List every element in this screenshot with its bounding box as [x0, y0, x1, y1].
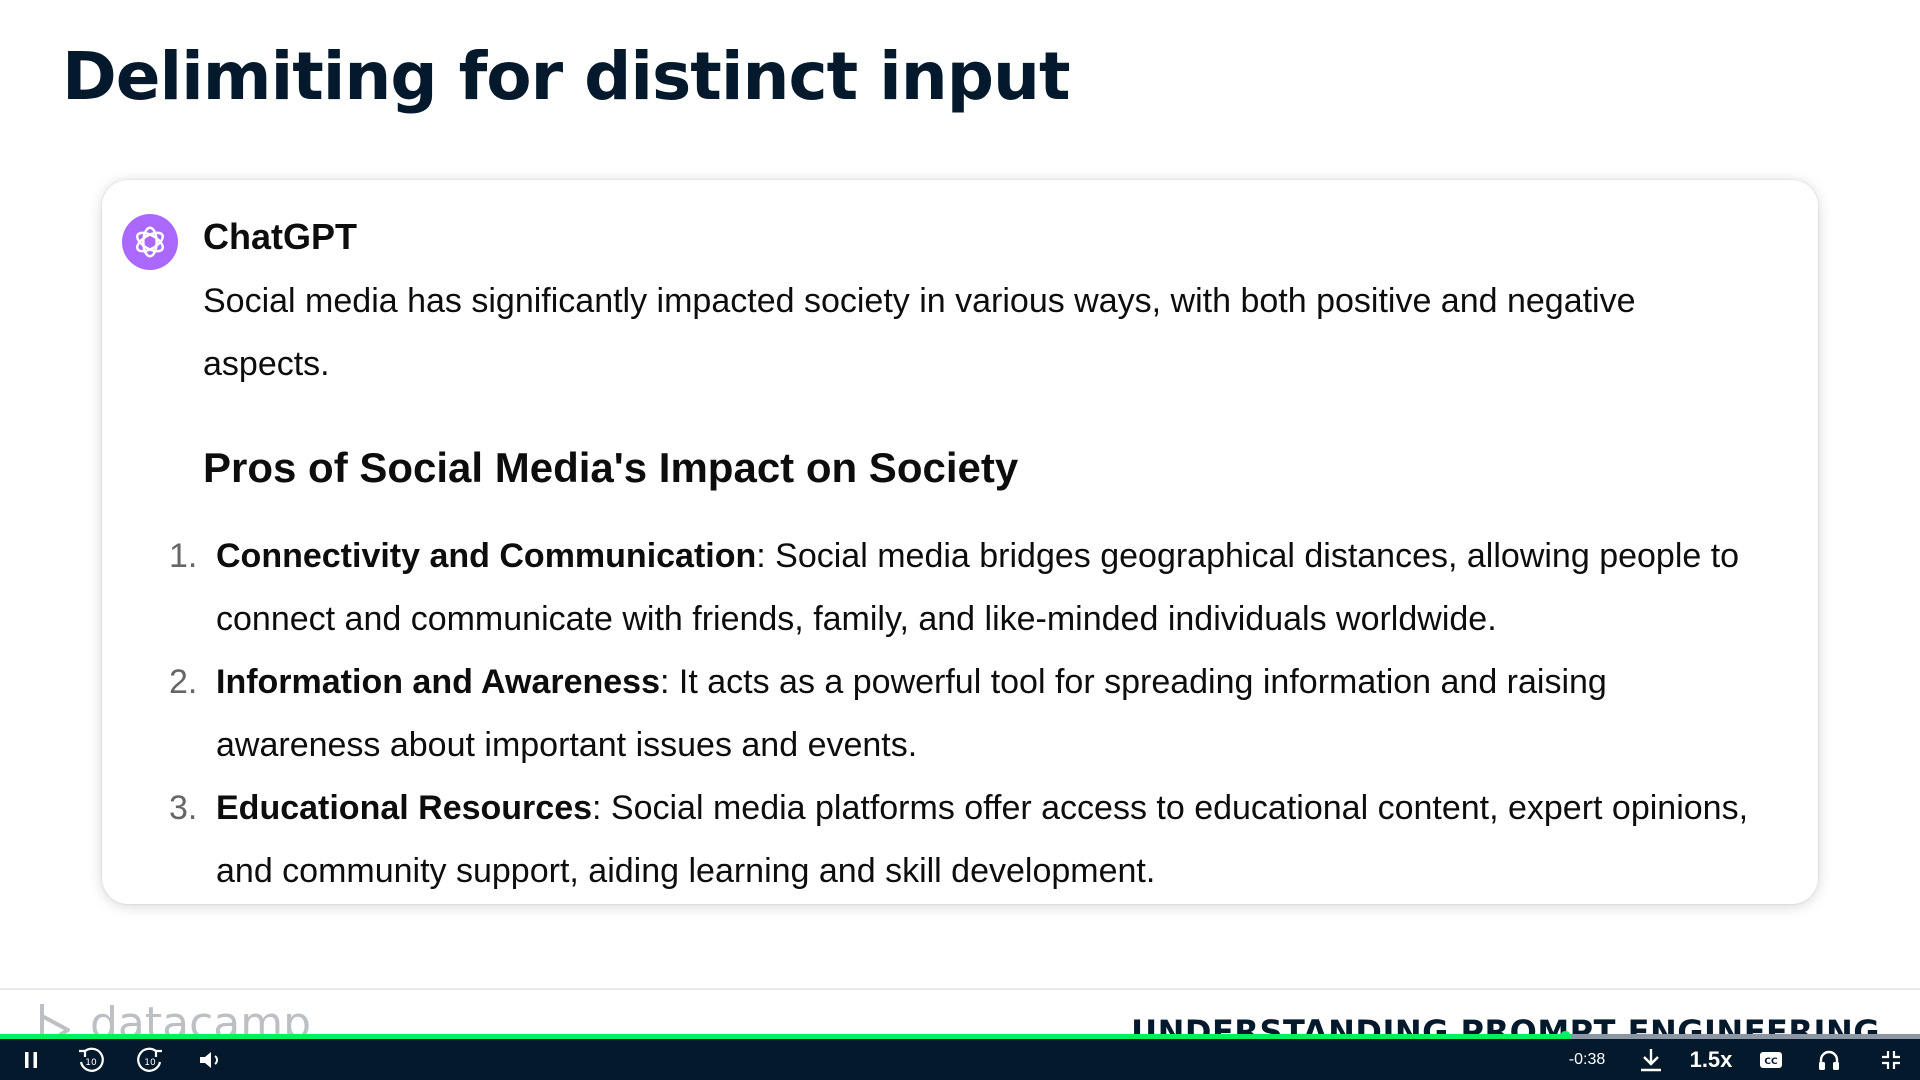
- list-item-number: 3.: [169, 789, 198, 827]
- list-item-term: Educational Resources: [216, 789, 593, 827]
- captions-button[interactable]: CC: [1756, 1039, 1786, 1080]
- pros-list: 1. Connectivity and Communication: Socia…: [167, 525, 1767, 903]
- video-progress-bar[interactable]: [0, 1031, 1920, 1042]
- list-item: 2. Information and Awareness: It acts as…: [167, 651, 1767, 777]
- exit-fullscreen-icon: [1882, 1050, 1900, 1069]
- download-icon: [1641, 1048, 1661, 1071]
- video-progress-handle[interactable]: [1560, 1031, 1571, 1042]
- list-item: 3. Educational Resources: Social media p…: [167, 777, 1767, 903]
- list-item-term: Connectivity and Communication: [216, 537, 757, 575]
- download-button[interactable]: [1636, 1039, 1666, 1080]
- rewind-10-icon: 10: [79, 1047, 104, 1072]
- message-intro: Social media has significantly impacted …: [203, 282, 1636, 383]
- list-item-number: 2.: [169, 663, 198, 701]
- list-item-text: : It acts as a powerful tool for spreadi…: [216, 663, 1607, 764]
- list-item-body: Educational Resources: Social media plat…: [216, 777, 1767, 903]
- list-item-text: : Social media bridges geographical dist…: [216, 537, 1740, 638]
- headphones-icon: [1819, 1050, 1839, 1070]
- video-progress-fill: [0, 1034, 1565, 1039]
- volume-icon: [200, 1051, 218, 1068]
- svg-text:CC: CC: [1764, 1057, 1778, 1067]
- footer-divider: [0, 988, 1920, 990]
- audio-only-button[interactable]: [1814, 1039, 1844, 1080]
- exit-fullscreen-button[interactable]: [1876, 1039, 1906, 1080]
- list-item-body: Connectivity and Communication: Social m…: [216, 525, 1767, 651]
- playback-speed-label: 1.5x: [1689, 1046, 1733, 1072]
- list-item-text: : Social media platforms offer access to…: [216, 789, 1749, 890]
- svg-text:10: 10: [85, 1058, 97, 1068]
- list-item: 1. Connectivity and Communication: Socia…: [167, 525, 1767, 651]
- openai-logo-icon: [135, 226, 165, 258]
- captions-icon: CC: [1760, 1051, 1782, 1068]
- list-item-body: Information and Awareness: It acts as a …: [216, 651, 1767, 777]
- message-sender: ChatGPT: [203, 216, 358, 257]
- forward-10-button[interactable]: 10: [132, 1039, 168, 1080]
- video-control-bar: 10 10 -0:38 1.5x CC: [0, 1039, 1920, 1080]
- playback-speed-button[interactable]: 1.5x: [1686, 1039, 1736, 1080]
- slide-title: Delimiting for distinct input: [62, 38, 1071, 115]
- time-remaining: -0:38: [1568, 1050, 1606, 1068]
- forward-10-icon: 10: [137, 1047, 162, 1072]
- chat-message-card: ChatGPT Social media has significantly i…: [102, 180, 1818, 904]
- list-item-number: 1.: [169, 537, 198, 575]
- rewind-10-button[interactable]: 10: [74, 1039, 108, 1080]
- course-title: UNDERSTANDING PROMPT ENGINEERING: [1131, 1013, 1880, 1038]
- pause-icon: [25, 1051, 37, 1068]
- section-heading: Pros of Social Media's Impact on Society: [203, 444, 1019, 491]
- svg-text:10: 10: [144, 1058, 156, 1068]
- list-item-term: Information and Awareness: [216, 663, 660, 701]
- pause-button[interactable]: [16, 1039, 46, 1080]
- volume-button[interactable]: [196, 1039, 226, 1080]
- chatgpt-avatar: [122, 214, 178, 270]
